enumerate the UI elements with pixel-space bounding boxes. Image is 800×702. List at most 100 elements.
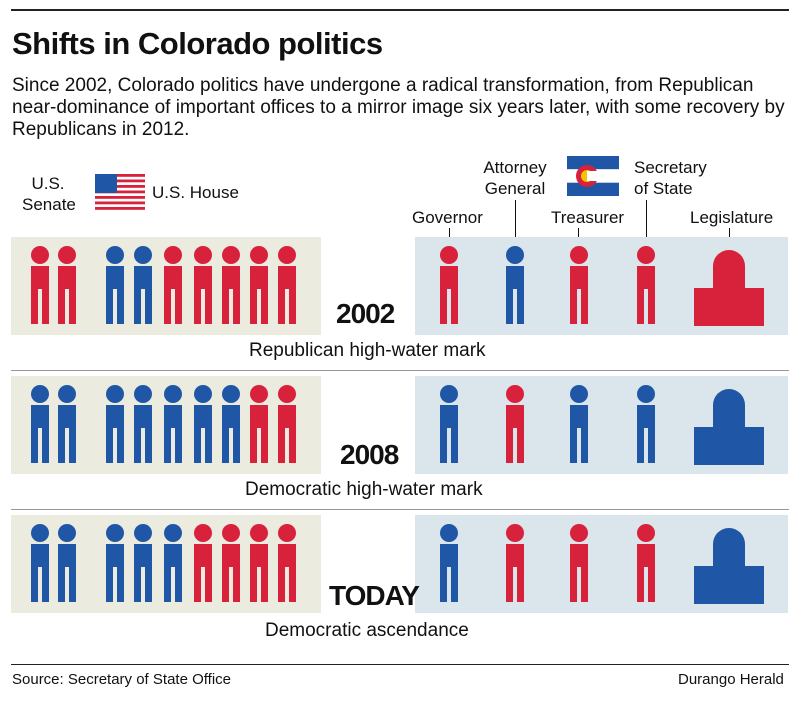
person-leg (58, 564, 65, 602)
us-flag-icon (95, 174, 145, 210)
person-head (106, 246, 124, 264)
person-leg (440, 564, 447, 602)
person-head (637, 246, 655, 264)
year-label-today: TODAY (329, 580, 420, 611)
person-head (637, 385, 655, 403)
person-head (506, 385, 524, 403)
subtitle: Since 2002, Colorado politics have under… (12, 75, 785, 140)
person-head (250, 385, 268, 403)
person-body (440, 544, 458, 567)
person-leg (581, 564, 588, 602)
person-body (194, 266, 212, 289)
person-body (570, 544, 588, 567)
person-leg (451, 564, 458, 602)
person-body (250, 405, 268, 428)
person-leg (289, 286, 296, 324)
person-leg (58, 286, 65, 324)
header-us-senate-line2: Senate (22, 195, 76, 214)
person-leg (117, 286, 124, 324)
header-attorney-general: Attorney General (470, 157, 560, 199)
person-leg (506, 286, 513, 324)
year-label-2008: 2008 (340, 439, 399, 470)
person-body (164, 266, 182, 289)
person-body (506, 266, 524, 289)
person-leg (145, 564, 152, 602)
person-head (106, 524, 124, 542)
person-leg (581, 286, 588, 324)
person-head (570, 524, 588, 542)
person-leg (58, 425, 65, 463)
caption-today: Democratic ascendance (265, 620, 469, 641)
person-leg (106, 286, 113, 324)
person-leg (222, 286, 229, 324)
person-body (134, 544, 152, 567)
person-leg (233, 564, 240, 602)
person-body (440, 405, 458, 428)
person-leg (250, 564, 257, 602)
person-head (134, 246, 152, 264)
person-body (637, 544, 655, 567)
person-body (278, 544, 296, 567)
person-leg (581, 425, 588, 463)
person-body (194, 405, 212, 428)
caption-2008: Democratic high-water mark (245, 479, 483, 500)
top-rule (11, 9, 789, 11)
person-body (637, 266, 655, 289)
person-body (31, 405, 49, 428)
bottom-rule (11, 664, 789, 665)
person-leg (134, 564, 141, 602)
person-leg (205, 286, 212, 324)
person-body (570, 266, 588, 289)
person-leg (164, 564, 171, 602)
person-leg (506, 425, 513, 463)
person-leg (145, 425, 152, 463)
capitol-dome (713, 389, 745, 429)
person-head (222, 246, 240, 264)
header-secretary-of-state-line2: of State (634, 179, 693, 198)
person-head (278, 246, 296, 264)
person-leg (278, 286, 285, 324)
person-leg (517, 564, 524, 602)
person-leg (175, 425, 182, 463)
page-title: Shifts in Colorado politics (12, 26, 383, 61)
person-head (278, 524, 296, 542)
person-body (440, 266, 458, 289)
person-body (278, 405, 296, 428)
caption-2002: Republican high-water mark (249, 340, 486, 361)
person-leg (106, 425, 113, 463)
person-leg (637, 564, 644, 602)
person-head (106, 385, 124, 403)
person-body (250, 544, 268, 567)
person-body (194, 544, 212, 567)
person-body (506, 405, 524, 428)
capitol-base (694, 288, 764, 326)
person-leg (117, 425, 124, 463)
person-leg (194, 286, 201, 324)
person-head (440, 246, 458, 264)
person-leg (31, 564, 38, 602)
person-body (222, 405, 240, 428)
header-attorney-general-line2: General (484, 179, 546, 198)
person-head (58, 385, 76, 403)
capitol-dome (713, 250, 745, 290)
person-head (440, 524, 458, 542)
person-body (250, 266, 268, 289)
header-legislature: Legislature (690, 208, 774, 227)
person-leg (222, 564, 229, 602)
legislature-capitol-icon-2008 (694, 389, 764, 465)
person-body (106, 405, 124, 428)
person-leg (42, 564, 49, 602)
person-head (31, 524, 49, 542)
person-leg (194, 425, 201, 463)
person-body (58, 266, 76, 289)
person-leg (261, 425, 268, 463)
person-leg (250, 425, 257, 463)
person-leg (222, 425, 229, 463)
person-leg (570, 286, 577, 324)
header-us-senate: U.S. Senate (22, 173, 76, 215)
person-leg (134, 425, 141, 463)
person-leg (261, 286, 268, 324)
person-head (31, 246, 49, 264)
person-body (164, 405, 182, 428)
person-head (250, 246, 268, 264)
